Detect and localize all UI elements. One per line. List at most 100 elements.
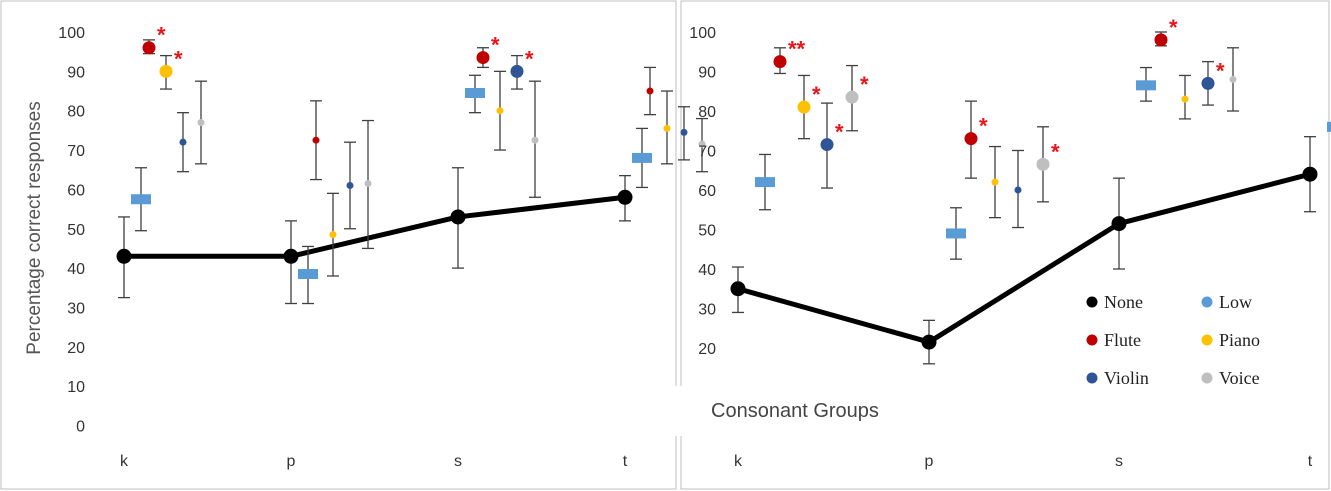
point-violin xyxy=(179,138,187,146)
point-low xyxy=(131,194,151,205)
y-tick-label: 30 xyxy=(67,300,85,317)
y-tick-label: 50 xyxy=(67,222,85,239)
x-tick-label-k: k xyxy=(120,453,129,470)
point-low xyxy=(755,177,775,188)
legend-label-violin: Violin xyxy=(1104,368,1149,388)
y-tick-label: 10 xyxy=(67,379,85,396)
significance-star: * xyxy=(1051,139,1060,164)
legend-label-piano: Piano xyxy=(1219,330,1260,350)
legend-label-flute: Flute xyxy=(1104,330,1141,350)
point-none xyxy=(1302,166,1318,182)
x-tick-label-s: s xyxy=(1115,453,1123,470)
series-line-none xyxy=(737,171,1311,345)
point-violin xyxy=(1014,186,1022,194)
point-flute xyxy=(476,51,490,65)
series-line-none xyxy=(124,194,626,259)
point-piano xyxy=(329,231,337,239)
significance-star: * xyxy=(979,114,988,139)
y-tick-label: 40 xyxy=(698,262,716,279)
x-tick-label-k: k xyxy=(734,453,743,470)
y-tick-label: 70 xyxy=(67,143,85,160)
y-tick-label: 90 xyxy=(698,65,716,82)
point-voice xyxy=(197,119,205,127)
y-tick-label: 80 xyxy=(698,104,716,121)
legend-label-none: None xyxy=(1104,292,1143,312)
point-piano xyxy=(991,178,999,186)
y-tick-label: 20 xyxy=(67,340,85,357)
legend-marker-piano xyxy=(1201,334,1213,346)
y-tick-label: 50 xyxy=(698,223,716,240)
significance-star: ** xyxy=(788,37,806,62)
y-tick-label: 0 xyxy=(76,419,85,436)
significance-star: * xyxy=(525,46,534,71)
significance-star: * xyxy=(835,120,844,145)
significance-star: * xyxy=(157,23,166,48)
point-violin xyxy=(346,181,354,189)
point-flute xyxy=(646,87,654,95)
significance-star: * xyxy=(1169,15,1178,40)
y-tick-label: 30 xyxy=(698,302,716,319)
point-piano xyxy=(159,64,173,78)
x-tick-label-p: p xyxy=(925,453,934,470)
point-none xyxy=(617,189,633,205)
point-none xyxy=(116,248,132,264)
point-low xyxy=(298,269,318,280)
point-voice xyxy=(531,136,539,144)
significance-star: * xyxy=(812,82,821,107)
point-violin xyxy=(680,128,688,136)
point-flute xyxy=(1154,33,1168,47)
point-low xyxy=(1327,121,1331,132)
y-tick-label: 60 xyxy=(698,183,716,200)
y-tick-label: 80 xyxy=(67,104,85,121)
point-flute xyxy=(142,41,156,55)
point-flute xyxy=(773,55,787,69)
y-axis-title: Percentage correct responses xyxy=(24,101,45,354)
point-none xyxy=(921,334,937,350)
point-low xyxy=(1136,80,1156,91)
point-violin xyxy=(1201,76,1215,90)
significance-star: * xyxy=(491,33,500,58)
point-voice xyxy=(845,90,859,104)
point-none xyxy=(450,209,466,225)
y-tick-label: 100 xyxy=(58,25,85,42)
y-tick-label: 70 xyxy=(698,144,716,161)
point-voice xyxy=(1229,75,1237,83)
y-tick-label: 90 xyxy=(67,64,85,81)
x-tick-label-t: t xyxy=(623,453,628,470)
point-low xyxy=(465,87,485,98)
point-voice xyxy=(698,140,706,148)
point-piano xyxy=(1181,95,1189,103)
significance-star: * xyxy=(1216,58,1225,83)
x-tick-label-t: t xyxy=(1308,453,1313,470)
y-tick-label: 100 xyxy=(689,25,716,42)
significance-star: * xyxy=(174,46,183,71)
legend-marker-violin xyxy=(1086,372,1098,384)
y-tick-label: 20 xyxy=(698,341,716,358)
legend-marker-flute xyxy=(1086,334,1098,346)
legend-marker-voice xyxy=(1201,372,1213,384)
point-piano xyxy=(496,107,504,115)
legend-marker-low xyxy=(1201,296,1213,308)
point-piano xyxy=(663,124,671,132)
legend-marker-none xyxy=(1086,296,1098,308)
point-none xyxy=(1111,216,1127,232)
point-flute xyxy=(312,136,320,144)
legend-label-low: Low xyxy=(1219,292,1252,312)
point-low xyxy=(632,152,652,163)
legend: None Low Flute Piano Violin Voice xyxy=(1085,283,1295,395)
x-tick-label-s: s xyxy=(454,453,462,470)
point-violin xyxy=(510,64,524,78)
point-piano xyxy=(797,100,811,114)
legend-background xyxy=(1085,283,1295,395)
point-flute xyxy=(964,132,978,146)
legend-label-voice: Voice xyxy=(1219,368,1260,388)
point-violin xyxy=(820,138,834,152)
point-none xyxy=(730,281,746,297)
point-low xyxy=(946,228,966,239)
point-voice xyxy=(364,179,372,187)
significance-star: * xyxy=(860,72,869,97)
point-voice xyxy=(1036,157,1050,171)
x-tick-label-p: p xyxy=(287,453,296,470)
x-axis-label: Consonant Groups xyxy=(550,386,1040,436)
